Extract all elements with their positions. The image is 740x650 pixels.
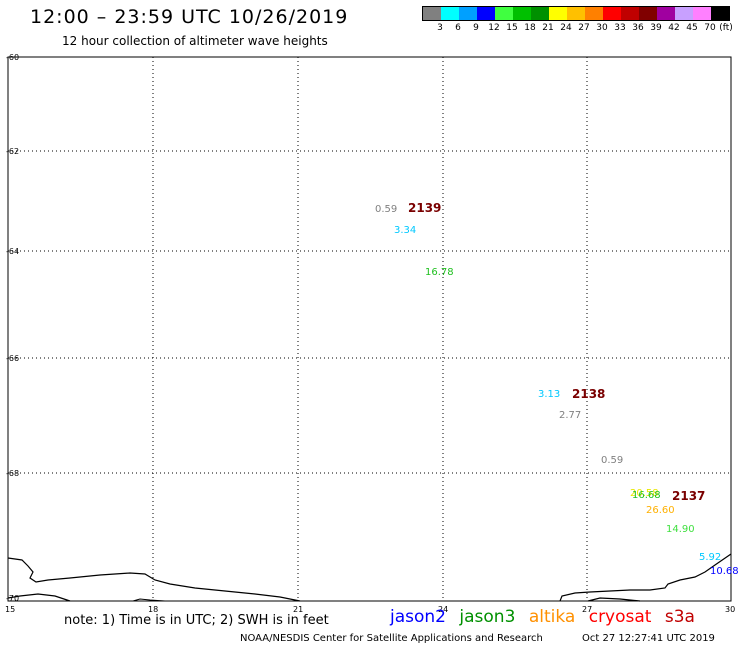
legend-bin-label: 33: [614, 23, 626, 33]
wave-height-label: 2.77: [559, 410, 581, 421]
satellite-cryosat: cryosat: [588, 607, 652, 627]
legend-bin-label: 9: [473, 23, 479, 33]
color-scale-legend: 3 6 9 12 15 18 21 24 27 30 33 36 39 42 45 70 (ft): [422, 6, 733, 33]
longitude-gridlines: [152, 57, 588, 601]
lat-label: -60: [6, 53, 19, 62]
legend-bin-label: 15: [506, 23, 518, 33]
legend-bin-label: 42: [668, 23, 680, 33]
wave-height-label: 14.90: [666, 524, 695, 535]
legend-swatch: [567, 7, 585, 20]
legend-bin-label: 45: [686, 23, 698, 33]
lon-label: 30: [725, 605, 735, 614]
legend-bin-label: 36: [632, 23, 644, 33]
pass-number: 2137: [672, 489, 705, 503]
legend-bin-label: 27: [578, 23, 590, 33]
satellite-altika: altika: [528, 607, 576, 627]
legend-bin-label: 6: [455, 23, 461, 33]
wave-height-label: 20.58: [630, 488, 659, 499]
legend-labels: 3 6 9 12 15 18 21 24 27 30 33 36 39 42 45 70 (ft): [422, 23, 740, 35]
legend-bin-label: 24: [560, 23, 572, 33]
lon-label: 24: [438, 605, 448, 614]
legend-bin-label: 3: [437, 23, 443, 33]
wave-height-label: 3.34: [394, 225, 416, 236]
lon-label: 15: [5, 605, 15, 614]
map-frame: [7, 56, 732, 602]
wave-height-label: 10.68: [710, 566, 739, 577]
generation-timestamp: Oct 27 12:27:41 UTC 2019: [582, 633, 715, 644]
lat-label: -62: [6, 147, 19, 156]
legend-bin-label: 30: [596, 23, 608, 33]
legend-swatch: [441, 7, 459, 20]
satellite-jason3: jason3: [459, 607, 516, 627]
legend-swatch: [549, 7, 567, 20]
pass-numbers: 2139 2138 2137: [408, 201, 705, 503]
latitude-tick-labels: -60 -62 -64 -66 -68 -70: [6, 53, 19, 603]
wave-height-observations: 0.59 3.34 16.78 3.13 2.77 0.59 20.58 16.…: [375, 204, 739, 577]
lat-label: -64: [6, 247, 19, 256]
legend-swatch: [657, 7, 675, 20]
map-title: 12:00 – 23:59 UTC 10/26/2019: [30, 6, 349, 28]
lat-label: -70: [6, 594, 19, 603]
legend-unit: (ft): [719, 23, 733, 33]
satellite-s3a: s3a: [664, 607, 695, 627]
wave-height-label: 16.68: [632, 490, 661, 501]
lon-label: 27: [582, 605, 592, 614]
wave-height-label: 16.78: [425, 267, 454, 278]
legend-swatch: [603, 7, 621, 20]
lon-label: 18: [148, 605, 158, 614]
legend-swatch: [585, 7, 603, 20]
wave-height-label: 0.59: [375, 204, 397, 215]
legend-bin-label: 39: [650, 23, 662, 33]
legend-swatch: [693, 7, 711, 20]
legend-bin-label: 18: [524, 23, 536, 33]
legend-swatch: [513, 7, 531, 20]
longitude-tick-labels: 15 18 21 24 27 30: [5, 605, 735, 614]
legend-bin-label: 70: [704, 23, 716, 33]
legend-swatch: [423, 7, 441, 20]
antarctic-shelf-east: [559, 553, 732, 602]
legend-bin-label: 21: [542, 23, 554, 33]
legend-swatch: [639, 7, 657, 20]
lon-label: 21: [293, 605, 303, 614]
legend-swatch: [531, 7, 549, 20]
pass-number: 2139: [408, 201, 441, 215]
legend-swatch: [711, 7, 729, 20]
satellite-legend: jason2 jason3 altika cryosat s3a: [390, 607, 703, 627]
legend-swatch: [675, 7, 693, 20]
credit-line: NOAA/NESDIS Center for Satellite Applica…: [240, 633, 543, 644]
wave-height-label: 3.13: [538, 389, 560, 400]
map-subtitle: 12 hour collection of altimeter wave hei…: [62, 34, 328, 48]
lat-label: -66: [6, 354, 19, 363]
antarctic-coastline-west: [7, 557, 301, 602]
legend-swatches: [422, 6, 730, 21]
footer-note: note: 1) Time is in UTC; 2) SWH is in fe…: [64, 613, 329, 628]
legend-bin-label: 12: [488, 23, 500, 33]
lat-label: -68: [6, 469, 19, 478]
antarctic-coastline-west-inner: [7, 593, 71, 602]
legend-swatch: [459, 7, 477, 20]
latitude-gridlines: [8, 150, 731, 474]
legend-swatch: [495, 7, 513, 20]
wave-height-label: 26.60: [646, 505, 675, 516]
pass-number: 2138: [572, 387, 605, 401]
legend-swatch: [621, 7, 639, 20]
coastline-fragment-left: [132, 598, 166, 602]
wave-height-label: 5.92: [699, 552, 721, 563]
antarctic-coastline-east: [587, 597, 641, 602]
satellite-jason2: jason2: [390, 607, 446, 627]
legend-swatch: [477, 7, 495, 20]
wave-height-label: 0.59: [601, 455, 623, 466]
